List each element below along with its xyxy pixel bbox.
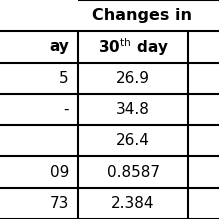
- Text: 2.384: 2.384: [111, 196, 155, 211]
- Text: Changes in: Changes in: [92, 8, 192, 23]
- Text: 26.9: 26.9: [116, 71, 150, 86]
- Text: 34.8: 34.8: [116, 102, 150, 117]
- Text: 09: 09: [50, 164, 69, 180]
- Text: 26.4: 26.4: [116, 133, 150, 148]
- Text: 0.8587: 0.8587: [106, 164, 160, 180]
- Text: ay: ay: [49, 39, 69, 55]
- Text: 73: 73: [50, 196, 69, 211]
- Text: 30$^{\rm th}$ day: 30$^{\rm th}$ day: [98, 36, 168, 58]
- Text: -: -: [64, 102, 69, 117]
- Text: 5: 5: [59, 71, 69, 86]
